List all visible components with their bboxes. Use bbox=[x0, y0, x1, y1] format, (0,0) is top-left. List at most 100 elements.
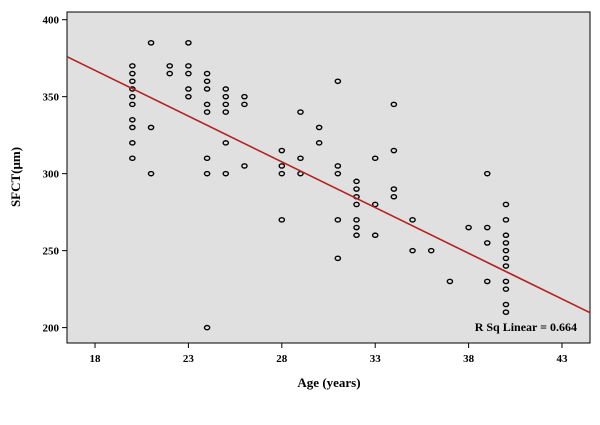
data-point bbox=[334, 170, 342, 177]
data-point bbox=[129, 86, 136, 92]
data-point bbox=[222, 109, 230, 115]
plot-area bbox=[66, 11, 591, 344]
data-point bbox=[129, 155, 136, 162]
data-point bbox=[278, 163, 286, 169]
data-point bbox=[483, 240, 491, 246]
x-tick-label: 18 bbox=[90, 353, 102, 365]
data-point bbox=[502, 217, 510, 223]
data-point bbox=[203, 170, 211, 177]
data-point bbox=[446, 278, 454, 285]
data-point bbox=[129, 140, 136, 146]
data-points bbox=[129, 39, 510, 331]
data-point bbox=[483, 278, 491, 285]
data-point bbox=[203, 109, 211, 115]
x-tick-label: 38 bbox=[463, 353, 475, 365]
data-point bbox=[297, 109, 304, 115]
data-point bbox=[129, 63, 136, 69]
data-point bbox=[371, 155, 379, 162]
data-point bbox=[427, 247, 435, 254]
y-tick-label: 400 bbox=[43, 15, 60, 27]
x-tick-label: 43 bbox=[556, 353, 568, 365]
data-point bbox=[353, 178, 360, 185]
x-axis: 18 23 28 33 38 43 bbox=[90, 343, 568, 365]
data-point bbox=[222, 170, 230, 177]
data-point bbox=[502, 286, 510, 292]
data-point bbox=[203, 155, 211, 162]
data-point bbox=[203, 70, 211, 77]
data-point bbox=[315, 124, 323, 131]
data-point bbox=[353, 224, 360, 231]
data-point bbox=[502, 201, 510, 208]
data-point bbox=[334, 163, 342, 169]
data-point bbox=[371, 232, 379, 239]
data-point bbox=[185, 70, 192, 77]
data-point bbox=[222, 86, 230, 92]
data-point bbox=[147, 170, 155, 177]
data-point bbox=[334, 78, 342, 85]
data-point bbox=[390, 186, 398, 192]
data-point bbox=[502, 309, 510, 316]
data-point bbox=[129, 78, 136, 85]
data-point bbox=[129, 124, 136, 131]
data-point bbox=[203, 86, 211, 92]
data-point bbox=[334, 217, 342, 223]
data-point bbox=[278, 217, 286, 223]
data-point bbox=[222, 93, 230, 100]
data-point bbox=[390, 101, 398, 108]
data-point bbox=[166, 63, 174, 69]
data-point bbox=[241, 163, 248, 169]
data-point bbox=[502, 240, 510, 246]
data-point bbox=[185, 39, 192, 46]
data-point bbox=[502, 255, 510, 262]
data-point bbox=[278, 170, 286, 177]
x-tick-label: 33 bbox=[370, 353, 382, 365]
data-point bbox=[129, 101, 136, 108]
data-point bbox=[502, 278, 510, 285]
data-point bbox=[390, 193, 398, 200]
data-point bbox=[222, 140, 230, 146]
data-point bbox=[241, 93, 248, 100]
data-point bbox=[185, 93, 192, 100]
data-point bbox=[185, 86, 192, 92]
data-point bbox=[147, 124, 155, 131]
data-point bbox=[315, 140, 323, 146]
y-tick-label: 250 bbox=[43, 246, 60, 258]
data-point bbox=[222, 101, 230, 108]
x-tick-label: 23 bbox=[183, 353, 195, 365]
y-tick-label: 200 bbox=[43, 323, 60, 335]
data-point bbox=[353, 217, 360, 223]
data-point bbox=[278, 147, 286, 154]
data-point bbox=[409, 217, 416, 223]
data-point bbox=[371, 201, 379, 208]
data-point bbox=[502, 247, 510, 254]
y-tick-label: 350 bbox=[43, 92, 60, 104]
y-axis: 200 250 300 350 400 bbox=[43, 15, 67, 335]
y-axis-title: SFCT(μm) bbox=[8, 147, 23, 207]
data-point bbox=[297, 155, 304, 162]
fit-line bbox=[66, 55, 591, 314]
data-point bbox=[390, 147, 398, 154]
data-point bbox=[334, 255, 342, 262]
x-axis-title: Age (years) bbox=[297, 375, 360, 390]
data-point bbox=[185, 63, 192, 69]
data-point bbox=[129, 70, 136, 77]
data-point bbox=[166, 70, 174, 77]
data-point bbox=[483, 170, 491, 177]
r-squared-annotation: R Sq Linear = 0.664 bbox=[475, 320, 577, 334]
data-point bbox=[409, 247, 416, 254]
data-point bbox=[353, 201, 360, 208]
data-point bbox=[203, 324, 211, 331]
data-point bbox=[203, 101, 211, 108]
data-point bbox=[502, 263, 510, 269]
data-point bbox=[147, 39, 155, 46]
x-tick-label: 28 bbox=[276, 353, 288, 365]
data-point bbox=[353, 232, 360, 239]
data-point bbox=[241, 101, 248, 108]
data-point bbox=[129, 116, 136, 123]
data-point bbox=[465, 224, 472, 231]
data-point bbox=[502, 232, 510, 239]
y-tick-label: 300 bbox=[43, 169, 60, 181]
data-point bbox=[129, 93, 136, 100]
data-point bbox=[203, 78, 211, 85]
